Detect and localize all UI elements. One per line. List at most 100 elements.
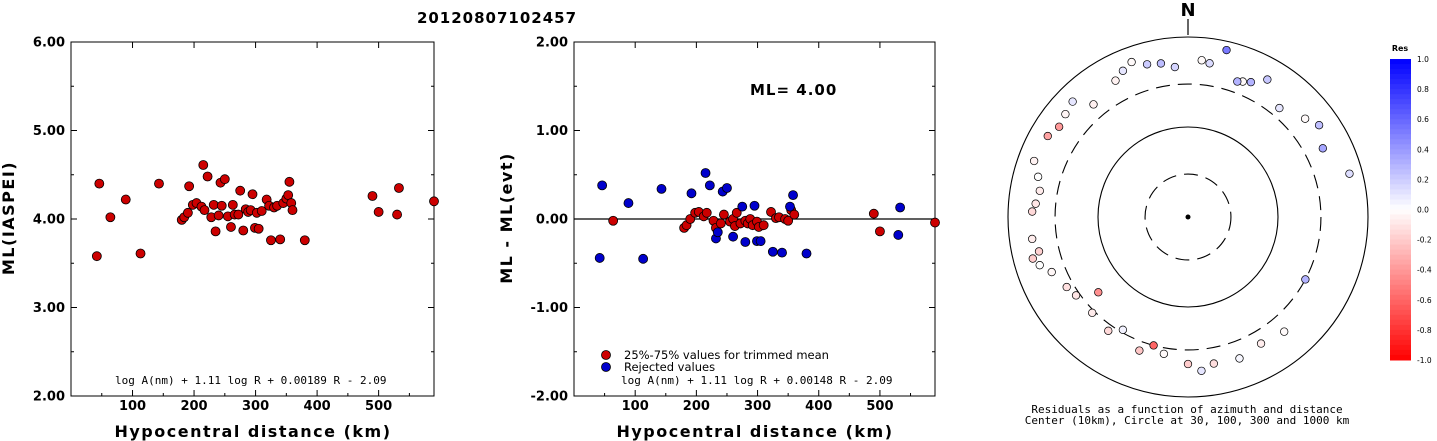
- data-point: [686, 188, 697, 199]
- colorbar-segment: [1390, 134, 1411, 140]
- colorbar-segment: [1390, 154, 1411, 160]
- colorbar-segment: [1390, 354, 1411, 361]
- data-point: [284, 176, 295, 187]
- colorbar-segment: [1390, 79, 1411, 85]
- colorbar-tick-label: 0.6: [1417, 115, 1429, 124]
- colorbar-segment: [1390, 264, 1411, 271]
- colorbar-tick-label: -0.8: [1417, 326, 1432, 335]
- x-tick-label: 100: [119, 399, 146, 414]
- data-point: [105, 212, 116, 223]
- data-point: [767, 246, 778, 257]
- data-point: [749, 200, 760, 211]
- data-point: [233, 209, 244, 220]
- colorbar-segment: [1390, 174, 1411, 180]
- data-point: [235, 185, 246, 196]
- colorbar-segment: [1390, 149, 1411, 155]
- station-marker: [1054, 122, 1064, 131]
- data-point: [429, 196, 439, 207]
- middle-xlabel: Hypocentral distance (km): [616, 422, 893, 441]
- colorbar-tick-label: -0.2: [1417, 236, 1432, 245]
- middle-ylabel: ML - ML(evt): [497, 152, 516, 284]
- data-point: [731, 207, 742, 218]
- data-point: [594, 253, 605, 263]
- data-point: [608, 215, 619, 226]
- colorbar-segment: [1390, 199, 1411, 205]
- data-point: [758, 220, 769, 231]
- station-marker: [1028, 234, 1037, 244]
- colorbar-segment: [1390, 229, 1411, 236]
- data-point: [893, 230, 904, 240]
- colorbar-segment: [1390, 164, 1411, 170]
- figure-title: 20120807102457: [417, 9, 577, 27]
- data-point: [213, 210, 224, 221]
- legend-label-rejected: Rejected values: [624, 360, 715, 374]
- colorbar-segment: [1390, 244, 1411, 251]
- colorbar-segment: [1390, 139, 1411, 145]
- colorbar-segment: [1390, 124, 1411, 130]
- station-marker: [1031, 199, 1040, 208]
- station-marker: [1111, 76, 1120, 85]
- station-marker: [1118, 66, 1128, 75]
- colorbar-segment: [1390, 219, 1411, 226]
- data-point: [700, 168, 711, 178]
- station-marker: [1256, 339, 1266, 348]
- station-marker: [1301, 275, 1310, 284]
- residual-colorbar: 1.0 0.8 0.6 0.4 0.2 0.0 -0.2 -0.4 -0.6 -0.8 -1.0: [1390, 55, 1432, 365]
- station-marker: [1068, 97, 1077, 106]
- station-marker: [1318, 144, 1327, 153]
- data-point: [367, 191, 378, 201]
- y-tick-label: 2.00: [33, 390, 65, 405]
- colorbar-segment: [1390, 309, 1411, 316]
- colorbar-segment: [1390, 299, 1411, 306]
- colorbar-segment: [1390, 119, 1411, 125]
- x-tick-label: 400: [805, 399, 832, 414]
- station-marker: [1197, 366, 1206, 376]
- data-point: [135, 248, 146, 259]
- colorbar-segment: [1390, 204, 1411, 210]
- colorbar-segment: [1390, 84, 1411, 90]
- colorbar-tick-label: 0.8: [1417, 85, 1429, 94]
- data-point: [704, 180, 715, 191]
- colorbar-segment: [1390, 319, 1411, 326]
- data-point: [154, 178, 164, 189]
- station-marker: [1094, 288, 1103, 297]
- x-tick-label: 500: [866, 399, 893, 414]
- data-point: [728, 231, 738, 242]
- station-marker: [1280, 327, 1289, 336]
- colorbar-segment: [1390, 209, 1411, 216]
- station-marker: [1246, 78, 1256, 87]
- data-point: [198, 160, 209, 170]
- station-marker: [1043, 131, 1052, 141]
- left-xlabel: Hypocentral distance (km): [114, 422, 391, 441]
- colorbar-segment: [1390, 234, 1411, 241]
- colorbar-segment: [1390, 64, 1411, 70]
- station-marker: [1047, 267, 1056, 277]
- plot-frame: [70, 41, 435, 397]
- y-tick-label: 2.00: [536, 36, 568, 51]
- station-marker: [1314, 121, 1324, 130]
- station-marker: [1035, 261, 1044, 270]
- data-point: [715, 218, 726, 229]
- colorbar-tick-label: -0.4: [1417, 266, 1432, 275]
- colorbar-tick-label: 0.0: [1417, 206, 1429, 215]
- data-point: [182, 207, 193, 218]
- colorbar-tick-label: 1.0: [1417, 55, 1429, 64]
- distance-ring: [1144, 173, 1232, 261]
- colorbar-segment: [1390, 344, 1411, 351]
- y-tick-label: 4.00: [33, 213, 65, 228]
- station-marker: [1300, 114, 1310, 123]
- colorbar-segment: [1390, 189, 1411, 195]
- data-point: [875, 226, 885, 237]
- x-tick-label: 400: [304, 399, 331, 414]
- station-marker: [1118, 325, 1128, 334]
- colorbar-segment: [1390, 254, 1411, 261]
- colorbar-segment: [1390, 114, 1411, 120]
- station-marker: [1104, 326, 1113, 335]
- station-marker: [1222, 45, 1231, 55]
- colorbar-segment: [1390, 304, 1411, 311]
- colorbar-segment: [1390, 89, 1411, 95]
- station-marker: [1142, 60, 1152, 69]
- data-point: [701, 207, 712, 218]
- data-point: [91, 251, 102, 262]
- station-marker: [1028, 207, 1037, 216]
